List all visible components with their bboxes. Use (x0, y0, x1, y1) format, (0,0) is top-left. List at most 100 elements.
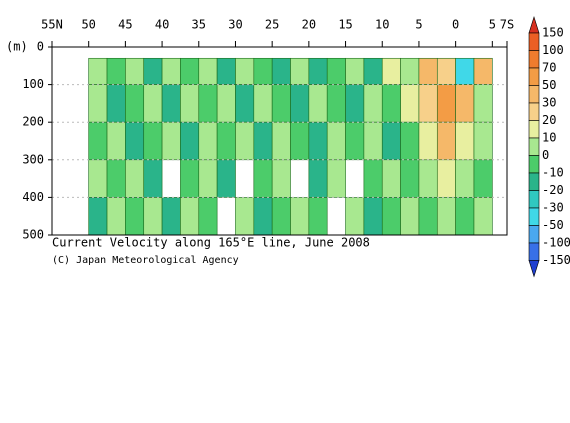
contour-cell (455, 57, 475, 85)
x-tick-label: 55N (41, 18, 63, 32)
y-axis-label: (m) (6, 40, 28, 54)
contour-cell (290, 57, 310, 85)
y-tick-label: 500 (22, 228, 44, 242)
chart-title: Current Velocity along 165°E line, June … (52, 236, 370, 250)
colorbar-box (528, 85, 540, 104)
contour-cell (180, 121, 200, 161)
contour-cell (308, 84, 328, 123)
contour-cell (198, 84, 218, 123)
contour-cell (473, 159, 493, 198)
colorbar-label: 100 (542, 43, 564, 57)
contour-cell (418, 84, 438, 123)
contour-cell (400, 159, 420, 198)
contour-cell (253, 84, 273, 123)
colorbar-box (528, 137, 540, 156)
contour-cell (216, 159, 236, 198)
contour-cell (418, 57, 438, 85)
x-tick-label: 5 (489, 18, 496, 32)
contour-cell (290, 197, 310, 236)
contour-cell (400, 121, 420, 161)
contour-cell (436, 84, 456, 123)
contour-cell (400, 84, 420, 123)
contour-cell (345, 84, 365, 123)
contour-cell (363, 84, 383, 123)
contour-cell (473, 84, 493, 123)
contour-cell (253, 57, 273, 85)
contour-cell (271, 159, 291, 198)
x-tick-label: 50 (81, 18, 95, 32)
colorbar-label: -150 (542, 253, 570, 267)
x-tick-label: 20 (302, 18, 316, 32)
contour-cell (253, 197, 273, 236)
contour-cell (161, 197, 181, 236)
contour-cell (180, 84, 200, 123)
colorbar-label: 30 (542, 96, 556, 110)
x-tick-label: 15 (338, 18, 352, 32)
colorbar-box (528, 225, 540, 244)
contour-cell (308, 159, 328, 198)
contour-cell (363, 197, 383, 236)
colorbar-label: -20 (542, 183, 564, 197)
colorbar-triangle (528, 15, 540, 34)
colorbar-box (528, 67, 540, 86)
x-tick-label: 45 (118, 18, 132, 32)
x-tick-label: 0 (452, 18, 459, 32)
contour-cell (455, 84, 475, 123)
contour-cell (106, 84, 126, 123)
contour-cell (345, 57, 365, 85)
contour-cell (198, 159, 218, 198)
colorbar-label: -50 (542, 218, 564, 232)
contour-cell (216, 84, 236, 123)
colorbar-label: 20 (542, 113, 556, 127)
colorbar-label: -10 (542, 166, 564, 180)
contour-cell (198, 121, 218, 161)
contour-cell (473, 121, 493, 161)
contour-cell (88, 57, 108, 85)
contour-cell (271, 121, 291, 161)
y-tick-label: 100 (22, 77, 44, 91)
contour-cell (436, 57, 456, 85)
contour-cell (161, 57, 181, 85)
contour-cell (198, 197, 218, 236)
contour-cell (418, 197, 438, 236)
colorbar-box (528, 50, 540, 69)
contour-cell (143, 159, 163, 198)
colorbar-box (528, 207, 540, 226)
colorbar-label: 10 (542, 131, 556, 145)
contour-cell (125, 121, 145, 161)
contour-cell (125, 84, 145, 123)
contour-cell (345, 121, 365, 161)
contour-cell (326, 121, 346, 161)
x-tick-label: 5 (415, 18, 422, 32)
contour-cell (326, 57, 346, 85)
contour-cell (106, 159, 126, 198)
contour-cell (455, 121, 475, 161)
contour-cell (363, 121, 383, 161)
contour-cell (455, 159, 475, 198)
contour-cell (400, 197, 420, 236)
contour-cell (381, 121, 401, 161)
contour-cell (143, 197, 163, 236)
colorbar-box (528, 172, 540, 191)
contour-cell (216, 57, 236, 85)
contour-cell (345, 197, 365, 236)
contour-cell (106, 57, 126, 85)
contour-cell (180, 159, 200, 198)
contour-cell (326, 84, 346, 123)
contour-cell (88, 121, 108, 161)
contour-cell (436, 121, 456, 161)
colorbar-triangle (528, 260, 540, 278)
y-tick-label: 0 (37, 40, 44, 54)
contour-cell (381, 84, 401, 123)
contour-cell (363, 57, 383, 85)
colorbar-label: -100 (542, 236, 570, 250)
y-tick-label: 200 (22, 115, 44, 129)
contour-cell (290, 84, 310, 123)
contour-cell (436, 159, 456, 198)
y-tick-label: 400 (22, 190, 44, 204)
x-tick-label: 35 (192, 18, 206, 32)
colorbar-label: -30 (542, 201, 564, 215)
contour-cell (418, 121, 438, 161)
contour-cell (125, 197, 145, 236)
